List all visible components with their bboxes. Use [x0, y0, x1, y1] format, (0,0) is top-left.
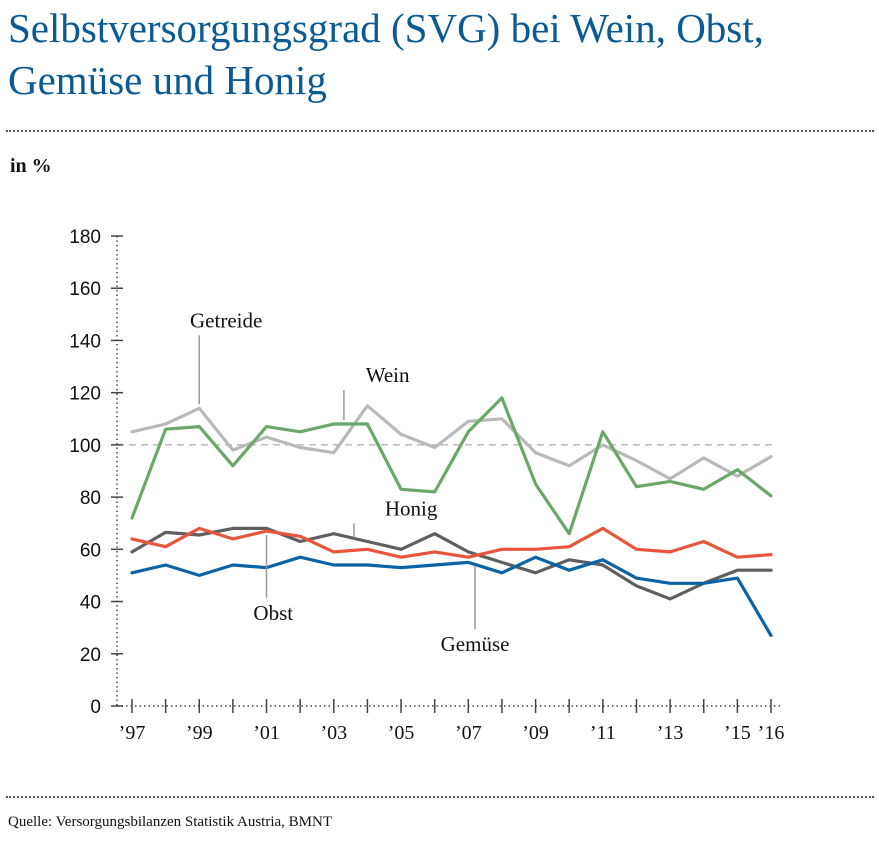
series-line-getreide [130, 404, 773, 481]
x-tick-label-2015: ’15 [724, 722, 751, 744]
y-tick-label-160: 160 [69, 279, 101, 300]
y-tick-label-120: 120 [69, 384, 101, 405]
x-tick-label-1999: ’99 [186, 722, 213, 744]
unit-label: in % [10, 155, 52, 177]
x-tick-label-2007: ’07 [455, 722, 482, 744]
x-tick-label-2011: ’11 [590, 722, 616, 744]
y-tick-label-60: 60 [80, 540, 101, 561]
series-labels-group: Getreide Wein Honig Obst Gemüse [190, 308, 509, 656]
x-tick-label-2003: ’03 [320, 722, 347, 744]
x-tick-label-2016: ’16 [758, 722, 785, 744]
series-line-gemse [130, 555, 773, 638]
y-tick-label-20: 20 [80, 645, 101, 666]
series-line-wein [130, 396, 773, 536]
series-label-obst: Obst [253, 601, 293, 625]
chart-title: Selbstversorgungsgrad (SVG) bei Wein, Ob… [8, 5, 764, 103]
x-tick-label-2005: ’05 [388, 722, 415, 744]
series-label-wein: Wein [366, 363, 410, 387]
y-tick-label-80: 80 [80, 488, 101, 509]
y-tick-label-180: 180 [69, 227, 101, 248]
y-tick-label-140: 140 [69, 331, 101, 352]
x-tick-label-1997: ’97 [119, 722, 146, 744]
x-tick-label-2013: ’13 [657, 722, 684, 744]
y-tick-label-100: 100 [69, 436, 101, 457]
axes-group: 0 20 40 60 80 100 120 140 160 180 ’97 ’99 ’01 ’03 ’05 ’… [69, 227, 784, 744]
series-line-honig [130, 526, 773, 601]
y-tick-label-0: 0 [90, 697, 101, 718]
source-note: Quelle: Versorgungsbilanzen Statistik Au… [8, 814, 333, 830]
x-tick-label-2009: ’09 [522, 722, 549, 744]
series-label-getreide: Getreide [190, 308, 262, 332]
series-label-gemse: Gemüse [441, 632, 510, 656]
series-lines-group [130, 396, 773, 638]
x-tick-label-2001: ’01 [253, 722, 280, 744]
bottom-dotted-divider [6, 796, 874, 798]
series-label-honig: Honig [385, 496, 438, 520]
series-line-obst [130, 526, 773, 559]
y-tick-label-40: 40 [80, 593, 101, 614]
top-dotted-divider [6, 130, 874, 132]
